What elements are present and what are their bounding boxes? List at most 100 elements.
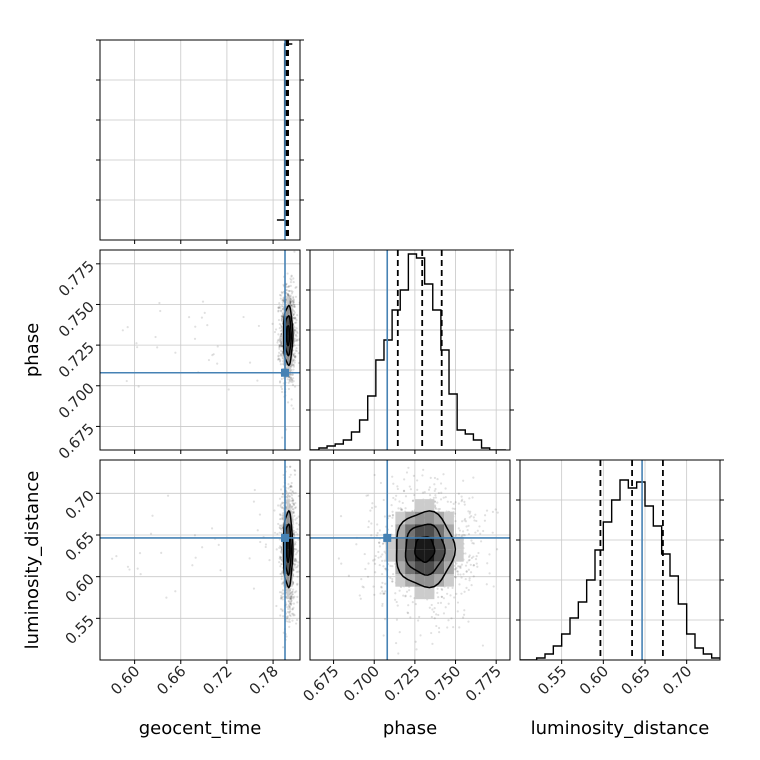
scatter-point xyxy=(292,596,295,599)
density-cell xyxy=(414,549,425,562)
scatter-point xyxy=(286,289,289,292)
scatter-point xyxy=(391,580,394,583)
scatter-point xyxy=(282,299,285,302)
scatter-point xyxy=(286,378,289,381)
scatter-point xyxy=(278,340,282,343)
scatter-point xyxy=(287,620,290,623)
scatter-point xyxy=(281,517,284,520)
scatter-point xyxy=(446,626,449,629)
scatter-point xyxy=(494,508,497,511)
scatter-point xyxy=(430,631,433,635)
scatter-point xyxy=(451,586,454,589)
density-cell xyxy=(281,325,284,336)
scatter-point xyxy=(422,468,425,471)
scatter-point xyxy=(287,487,290,490)
scatter-point xyxy=(289,378,292,381)
scatter-point xyxy=(433,483,436,486)
scatter-point xyxy=(381,604,384,607)
scatter-point xyxy=(375,534,379,537)
scatter-point xyxy=(289,602,292,605)
scatter-point xyxy=(347,574,350,577)
panel-phase-vs-phase xyxy=(306,249,514,454)
scatter-point xyxy=(294,491,297,495)
scatter-point xyxy=(373,473,376,477)
density-cell xyxy=(288,574,290,587)
scatter-point xyxy=(434,453,436,455)
scatter-point xyxy=(289,591,293,594)
scatter-point xyxy=(297,361,300,365)
scatter-point xyxy=(289,376,293,379)
scatter-point xyxy=(292,499,295,502)
scatter-point xyxy=(466,561,469,564)
scatter-point xyxy=(469,510,472,513)
scatter-point xyxy=(369,509,372,512)
scatter-point xyxy=(464,564,468,567)
scatter-point xyxy=(463,590,466,593)
scatter-point xyxy=(292,614,295,617)
scatter-point xyxy=(291,499,294,503)
scatter-point xyxy=(282,297,285,301)
scatter-point xyxy=(290,481,293,485)
scatter-point xyxy=(302,552,304,554)
scatter-point xyxy=(290,292,294,295)
scatter-point xyxy=(280,314,283,318)
scatter-point xyxy=(278,517,282,521)
density-cell xyxy=(286,296,289,307)
scatter-point xyxy=(289,284,292,287)
scatter-point xyxy=(433,500,437,503)
scatter-point xyxy=(440,491,443,494)
y-tick-label-luminosity_distance: 0.55 xyxy=(62,612,98,648)
scatter-point xyxy=(391,577,394,581)
scatter-point xyxy=(280,385,283,388)
scatter-point xyxy=(444,496,447,499)
scatter-point xyxy=(287,293,290,297)
y-tick-label-luminosity_distance: 0.65 xyxy=(62,528,98,564)
truth-marker xyxy=(383,533,392,542)
scatter-point xyxy=(472,564,475,567)
scatter-point xyxy=(453,568,456,571)
scatter-point xyxy=(279,505,282,508)
scatter-point xyxy=(292,502,295,505)
scatter-point xyxy=(281,525,284,528)
scatter-point xyxy=(409,488,413,491)
scatter-point-tail xyxy=(174,590,177,593)
scatter-point xyxy=(463,503,466,506)
scatter-point xyxy=(293,355,296,358)
scatter-point-tail xyxy=(252,500,256,503)
scatter-point xyxy=(290,603,293,607)
scatter-point xyxy=(281,492,284,495)
scatter-point xyxy=(405,590,409,593)
x-tick-label-luminosity_distance: 0.65 xyxy=(617,662,653,698)
scatter-point xyxy=(281,315,284,318)
scatter-point xyxy=(282,296,285,299)
scatter-point xyxy=(288,375,291,379)
scatter-point-tail xyxy=(203,311,206,314)
scatter-point xyxy=(295,618,299,622)
x-tick-label-phase: 0.750 xyxy=(421,662,464,705)
scatter-point xyxy=(289,303,292,306)
scatter-point xyxy=(434,487,437,491)
x-tick-label-phase: 0.775 xyxy=(462,662,505,705)
scatter-point xyxy=(437,596,440,599)
scatter-point xyxy=(278,381,282,384)
scatter-point xyxy=(278,561,281,564)
scatter-point xyxy=(293,311,296,314)
scatter-point xyxy=(482,529,485,533)
panel-luminosity_distance-vs-phase xyxy=(306,453,511,664)
scatter-point xyxy=(294,286,297,289)
density-cell xyxy=(286,499,289,512)
scatter-point xyxy=(292,612,295,615)
scatter-point xyxy=(278,345,281,349)
scatter-point xyxy=(407,604,410,607)
scatter-point xyxy=(288,620,291,624)
scatter-point xyxy=(279,354,282,357)
scatter-point xyxy=(288,613,291,617)
scatter-point xyxy=(295,333,298,336)
scatter-point xyxy=(287,285,290,288)
density-cell xyxy=(405,536,415,550)
scatter-point xyxy=(279,550,282,553)
scatter-point xyxy=(279,565,282,568)
scatter-point xyxy=(296,533,299,536)
scatter-point xyxy=(281,313,284,316)
density-cell xyxy=(291,511,293,525)
